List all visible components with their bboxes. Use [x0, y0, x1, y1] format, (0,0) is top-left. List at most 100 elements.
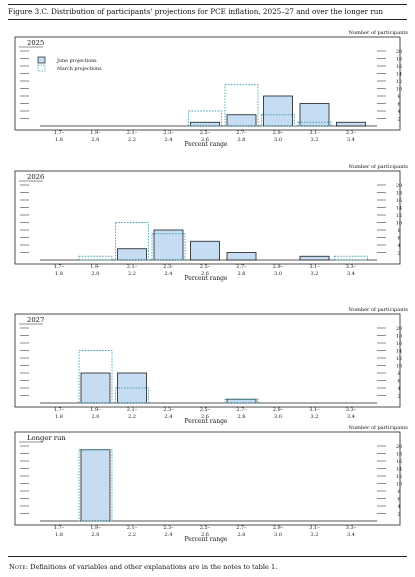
x-tick-label: 3.1– [309, 525, 320, 531]
june-bar [299, 255, 330, 261]
x-tick-label: 2.0 [92, 137, 100, 143]
y-tick-label: 20 [396, 444, 402, 450]
y-tick-label: 6 [397, 101, 400, 107]
x-tick-label: 2.6 [201, 137, 209, 143]
y-axis-label: Number of participants [349, 307, 409, 313]
x-tick-label: 1.8 [55, 271, 63, 277]
x-tick-label: 3.3– [346, 264, 357, 270]
x-tick-label: 2.3– [163, 130, 174, 136]
x-tick-label: 2.7– [236, 407, 247, 413]
x-tick-label: 2.2 [128, 271, 136, 277]
title-rule [8, 19, 407, 20]
x-tick-label: 2.4 [165, 137, 173, 143]
june-bar [226, 114, 257, 127]
x-tick-label: 2.3– [163, 264, 174, 270]
x-tick-label: 3.0 [274, 414, 282, 420]
x-tick-label: 2.1– [127, 264, 138, 270]
y-tick-label: 6 [397, 378, 400, 384]
top-rule [8, 4, 407, 5]
x-tick-label: 3.4 [347, 137, 355, 143]
march-bar [334, 255, 368, 261]
x-tick-label: 2.7– [236, 264, 247, 270]
june-bar [117, 248, 147, 261]
y-tick-label: 6 [397, 235, 400, 241]
x-tick-label: 3.3– [346, 130, 357, 136]
y-tick-label: 20 [396, 326, 402, 332]
y-tick-label: 2 [397, 250, 400, 256]
y-tick-label: 8 [397, 489, 400, 495]
x-tick-label: 2.8 [238, 532, 246, 538]
y-tick-label: 4 [397, 243, 400, 249]
march-bar [188, 110, 222, 127]
x-tick-label: 3.1– [309, 264, 320, 270]
y-tick-label: 16 [396, 198, 402, 204]
y-tick-label: 10 [396, 86, 402, 92]
y-tick-label: 16 [396, 64, 402, 70]
legend-june-label: June projections [56, 58, 97, 64]
panel-frame [14, 36, 401, 131]
x-tick-label: 2.3– [163, 525, 174, 531]
x-tick-label: 2.2 [128, 137, 136, 143]
x-tick-label: 2.1– [127, 525, 138, 531]
y-tick-label: 16 [396, 459, 402, 465]
x-tick-label: 2.5– [200, 525, 211, 531]
y-tick-label: 18 [396, 333, 402, 339]
note-text: Definitions of variables and other expla… [28, 563, 278, 571]
x-tick-label: 3.0 [274, 137, 282, 143]
y-axis-label: Number of participants [349, 425, 409, 431]
x-tick-label: 2.1– [127, 130, 138, 136]
y-tick-label: 18 [396, 190, 402, 196]
y-tick-label: 14 [396, 466, 402, 472]
x-tick-label: 2.5– [200, 407, 211, 413]
june-bar [226, 398, 257, 404]
june-bar [190, 121, 220, 127]
x-tick-label: 1.8 [55, 532, 63, 538]
y-axis-label: Number of participants [349, 164, 409, 170]
x-tick-label: 2.4 [165, 532, 173, 538]
june-bar [153, 229, 184, 261]
june-bar [80, 449, 111, 522]
x-tick-label: 2.6 [201, 532, 209, 538]
x-tick-label: 1.8 [55, 414, 63, 420]
x-tick-label: 2.2 [128, 414, 136, 420]
x-tick-label: 2.4 [165, 414, 173, 420]
march-bar [224, 84, 259, 127]
x-tick-label: 3.4 [347, 532, 355, 538]
x-tick-label: 3.4 [347, 271, 355, 277]
x-tick-label: 2.8 [238, 271, 246, 277]
y-tick-label: 6 [397, 496, 400, 502]
y-tick-label: 18 [396, 451, 402, 457]
march-bar [224, 398, 259, 404]
panel-title: Longer run [27, 434, 66, 442]
x-tick-label: 3.2 [311, 271, 319, 277]
y-tick-label: 12 [396, 474, 402, 480]
y-tick-label: 8 [397, 228, 400, 234]
y-tick-label: 18 [396, 56, 402, 62]
y-axis-label: Number of participants [349, 30, 409, 36]
x-tick-label: 2.8 [238, 137, 246, 143]
y-tick-label: 10 [396, 220, 402, 226]
panel-title: 2025 [27, 39, 44, 47]
panel-frame [14, 431, 401, 526]
march-bar [78, 350, 113, 404]
y-tick-label: 10 [396, 481, 402, 487]
x-tick-label: 2.9– [273, 407, 284, 413]
y-tick-label: 12 [396, 213, 402, 219]
x-tick-label: 1.9– [90, 130, 101, 136]
figure-title: Figure 3.C. Distribution of participants… [8, 7, 383, 16]
x-tick-label: 1.7– [54, 264, 65, 270]
x-tick-label: 3.1– [309, 130, 320, 136]
y-tick-label: 20 [396, 183, 402, 189]
panel-title: 2026 [27, 173, 44, 181]
x-axis-label: Percent range [185, 275, 228, 282]
y-tick-label: 14 [396, 205, 402, 211]
x-tick-label: 3.2 [311, 414, 319, 420]
x-tick-label: 3.0 [274, 271, 282, 277]
x-tick-label: 2.7– [236, 130, 247, 136]
x-tick-label: 3.4 [347, 414, 355, 420]
x-tick-label: 2.2 [128, 532, 136, 538]
y-tick-label: 2 [397, 511, 400, 517]
june-bar [263, 95, 293, 127]
y-tick-label: 4 [397, 109, 400, 115]
